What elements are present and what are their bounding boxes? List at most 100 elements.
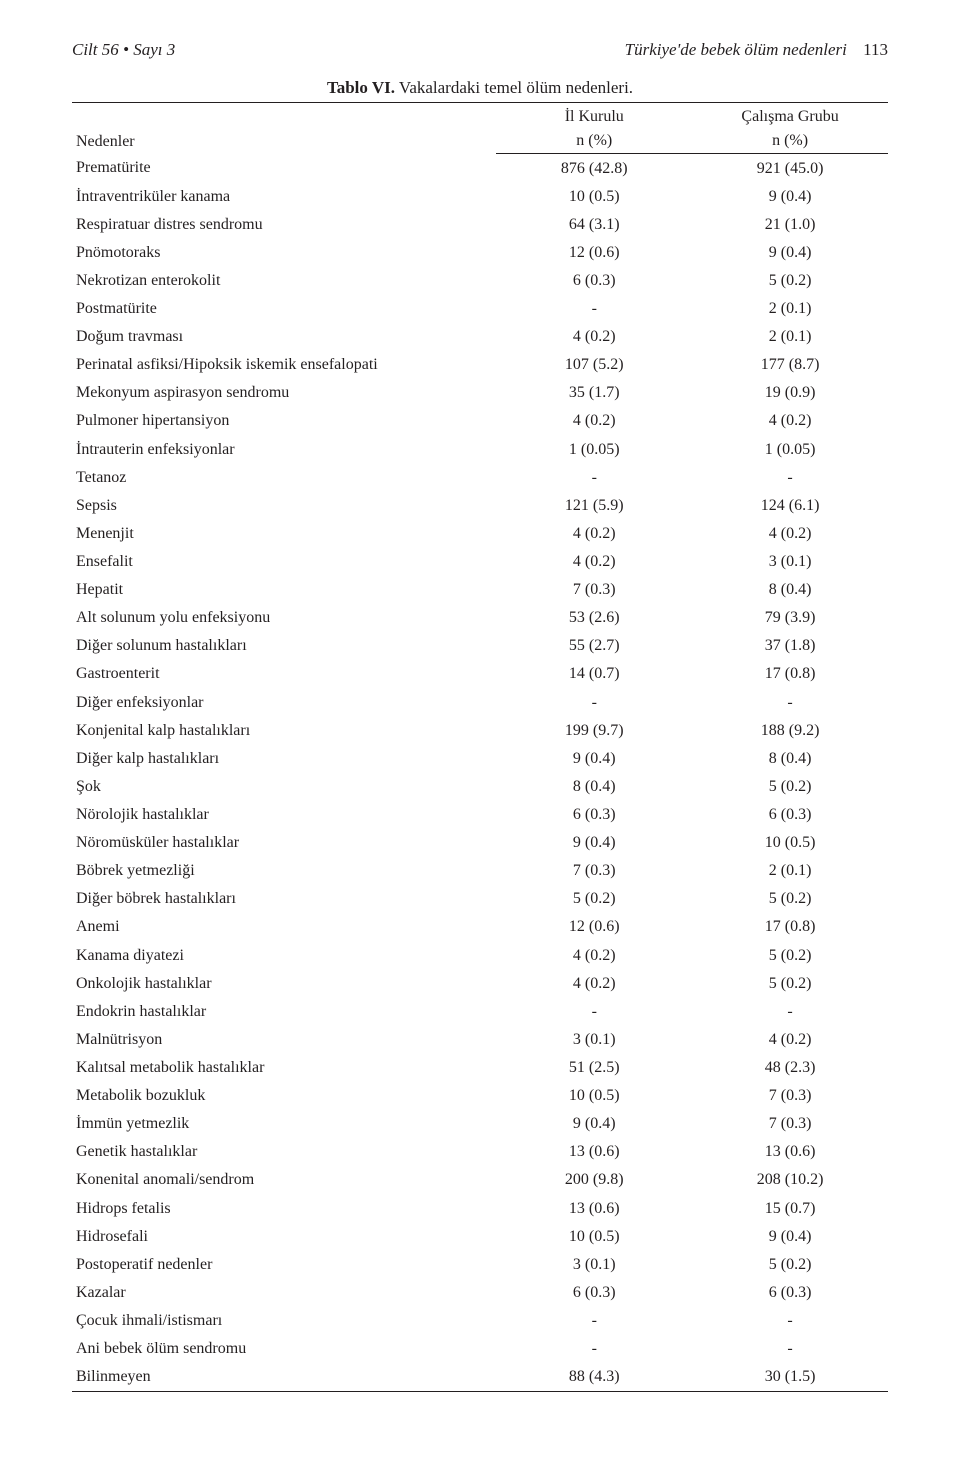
value-calisma-grubu: 48 (2.3) [692, 1054, 888, 1082]
cause-label: Prematürite [72, 154, 496, 183]
table-caption: Tablo VI. Vakalardaki temel ölüm nedenle… [72, 78, 888, 98]
value-calisma-grubu: 2 (0.1) [692, 857, 888, 885]
table-row: Şok8 (0.4)5 (0.2) [72, 772, 888, 800]
cause-label: Konjenital kalp hastalıkları [72, 716, 496, 744]
table-row: Ani bebek ölüm sendromu-- [72, 1335, 888, 1363]
cause-label: Nöromüsküler hastalıklar [72, 829, 496, 857]
cause-label: Nörolojik hastalıklar [72, 801, 496, 829]
cause-label: Diğer kalp hastalıkları [72, 744, 496, 772]
cause-label: Perinatal asfiksi/Hipoksik iskemik ensef… [72, 351, 496, 379]
value-calisma-grubu: 13 (0.6) [692, 1138, 888, 1166]
value-il-kurulu: 121 (5.9) [496, 491, 692, 519]
cause-label: Çocuk ihmali/istismarı [72, 1306, 496, 1334]
col-header-il-kurulu: İl Kurulu [496, 103, 692, 130]
value-calisma-grubu: 30 (1.5) [692, 1363, 888, 1392]
table-row: Konenital anomali/sendrom200 (9.8)208 (1… [72, 1166, 888, 1194]
table-row: Pnömotoraks12 (0.6)9 (0.4) [72, 238, 888, 266]
value-il-kurulu: 13 (0.6) [496, 1138, 692, 1166]
value-calisma-grubu: 8 (0.4) [692, 576, 888, 604]
value-calisma-grubu: - [692, 997, 888, 1025]
table-row: Nörolojik hastalıklar6 (0.3)6 (0.3) [72, 801, 888, 829]
value-calisma-grubu: 5 (0.2) [692, 266, 888, 294]
value-il-kurulu: 4 (0.2) [496, 519, 692, 547]
running-head-right: Türkiye'de bebek ölüm nedenleri 113 [625, 40, 888, 60]
cause-label: Böbrek yetmezliği [72, 857, 496, 885]
value-calisma-grubu: 2 (0.1) [692, 323, 888, 351]
table-row: Nöromüsküler hastalıklar9 (0.4)10 (0.5) [72, 829, 888, 857]
col-header-nedenler: Nedenler [72, 103, 496, 154]
value-il-kurulu: 9 (0.4) [496, 744, 692, 772]
value-il-kurulu: 12 (0.6) [496, 913, 692, 941]
cause-label: Genetik hastalıklar [72, 1138, 496, 1166]
value-calisma-grubu: 5 (0.2) [692, 969, 888, 997]
value-calisma-grubu: 9 (0.4) [692, 182, 888, 210]
value-calisma-grubu: 4 (0.2) [692, 519, 888, 547]
value-calisma-grubu: 7 (0.3) [692, 1110, 888, 1138]
value-il-kurulu: 7 (0.3) [496, 857, 692, 885]
value-calisma-grubu: 208 (10.2) [692, 1166, 888, 1194]
value-il-kurulu: 10 (0.5) [496, 1082, 692, 1110]
cause-label: Alt solunum yolu enfeksiyonu [72, 604, 496, 632]
value-calisma-grubu: 17 (0.8) [692, 913, 888, 941]
table-caption-text: Vakalardaki temel ölüm nedenleri. [395, 78, 633, 97]
causes-table: Nedenler İl Kurulu Çalışma Grubu n (%) n… [72, 102, 888, 1392]
value-calisma-grubu: 4 (0.2) [692, 407, 888, 435]
table-row: Malnütrisyon3 (0.1)4 (0.2) [72, 1025, 888, 1053]
value-il-kurulu: 51 (2.5) [496, 1054, 692, 1082]
value-il-kurulu: 12 (0.6) [496, 238, 692, 266]
running-head: Cilt 56 • Sayı 3 Türkiye'de bebek ölüm n… [72, 40, 888, 60]
value-il-kurulu: - [496, 997, 692, 1025]
value-calisma-grubu: 6 (0.3) [692, 1278, 888, 1306]
table-row: Diğer böbrek hastalıkları5 (0.2)5 (0.2) [72, 885, 888, 913]
value-il-kurulu: - [496, 1335, 692, 1363]
value-calisma-grubu: 7 (0.3) [692, 1082, 888, 1110]
value-il-kurulu: 10 (0.5) [496, 1222, 692, 1250]
table-row: İntrauterin enfeksiyonlar1 (0.05)1 (0.05… [72, 435, 888, 463]
value-il-kurulu: 199 (9.7) [496, 716, 692, 744]
table-row: Postmatürite-2 (0.1) [72, 295, 888, 323]
value-il-kurulu: 1 (0.05) [496, 435, 692, 463]
value-calisma-grubu: 37 (1.8) [692, 632, 888, 660]
cause-label: Respiratuar distres sendromu [72, 210, 496, 238]
value-calisma-grubu: 1 (0.05) [692, 435, 888, 463]
col-subheader-n2: n (%) [692, 129, 888, 154]
cause-label: Gastroenterit [72, 660, 496, 688]
table-row: Doğum travması4 (0.2)2 (0.1) [72, 323, 888, 351]
table-row: Alt solunum yolu enfeksiyonu53 (2.6)79 (… [72, 604, 888, 632]
table-row: Böbrek yetmezliği7 (0.3)2 (0.1) [72, 857, 888, 885]
value-calisma-grubu: - [692, 1306, 888, 1334]
value-calisma-grubu: 21 (1.0) [692, 210, 888, 238]
cause-label: Pnömotoraks [72, 238, 496, 266]
value-il-kurulu: 7 (0.3) [496, 576, 692, 604]
table-row: Onkolojik hastalıklar4 (0.2)5 (0.2) [72, 969, 888, 997]
table-row: Gastroenterit14 (0.7)17 (0.8) [72, 660, 888, 688]
cause-label: Kalıtsal metabolik hastalıklar [72, 1054, 496, 1082]
cause-label: Bilinmeyen [72, 1363, 496, 1392]
table-row: İmmün yetmezlik9 (0.4)7 (0.3) [72, 1110, 888, 1138]
value-calisma-grubu: 188 (9.2) [692, 716, 888, 744]
value-il-kurulu: 4 (0.2) [496, 548, 692, 576]
value-calisma-grubu: 9 (0.4) [692, 238, 888, 266]
cause-label: Malnütrisyon [72, 1025, 496, 1053]
value-calisma-grubu: 921 (45.0) [692, 154, 888, 183]
value-il-kurulu: 4 (0.2) [496, 941, 692, 969]
cause-label: Diğer solunum hastalıkları [72, 632, 496, 660]
cause-label: İmmün yetmezlik [72, 1110, 496, 1138]
value-il-kurulu: 6 (0.3) [496, 801, 692, 829]
table-body: Prematürite876 (42.8)921 (45.0)İntravent… [72, 154, 888, 1392]
cause-label: Diğer enfeksiyonlar [72, 688, 496, 716]
page-number: 113 [863, 40, 888, 59]
table-row: Mekonyum aspirasyon sendromu35 (1.7)19 (… [72, 379, 888, 407]
value-il-kurulu: 14 (0.7) [496, 660, 692, 688]
table-row: Diğer enfeksiyonlar-- [72, 688, 888, 716]
table-row: Kazalar6 (0.3)6 (0.3) [72, 1278, 888, 1306]
value-il-kurulu: 200 (9.8) [496, 1166, 692, 1194]
value-calisma-grubu: 19 (0.9) [692, 379, 888, 407]
value-calisma-grubu: - [692, 463, 888, 491]
table-row: Tetanoz-- [72, 463, 888, 491]
value-il-kurulu: 13 (0.6) [496, 1194, 692, 1222]
value-il-kurulu: 55 (2.7) [496, 632, 692, 660]
value-il-kurulu: - [496, 1306, 692, 1334]
table-row: İntraventriküler kanama10 (0.5)9 (0.4) [72, 182, 888, 210]
cause-label: Mekonyum aspirasyon sendromu [72, 379, 496, 407]
